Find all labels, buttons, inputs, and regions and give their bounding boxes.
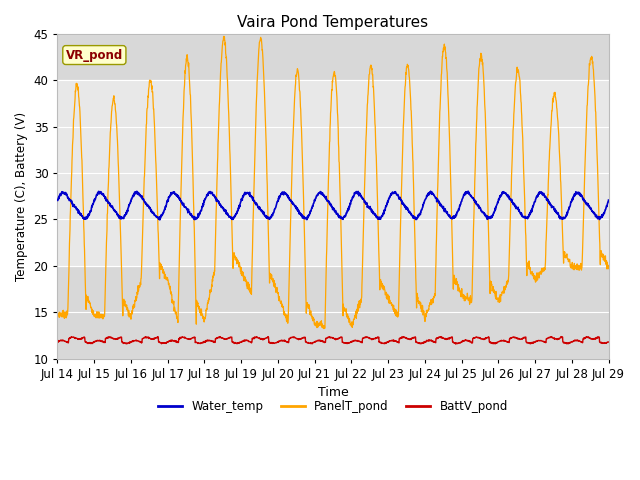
Text: VR_pond: VR_pond bbox=[66, 48, 123, 61]
Bar bbox=[58, 80, 609, 266]
X-axis label: Time: Time bbox=[317, 386, 348, 399]
Legend: Water_temp, PanelT_pond, BattV_pond: Water_temp, PanelT_pond, BattV_pond bbox=[154, 395, 513, 418]
Y-axis label: Temperature (C), Battery (V): Temperature (C), Battery (V) bbox=[15, 112, 28, 281]
Title: Vaira Pond Temperatures: Vaira Pond Temperatures bbox=[237, 15, 429, 30]
